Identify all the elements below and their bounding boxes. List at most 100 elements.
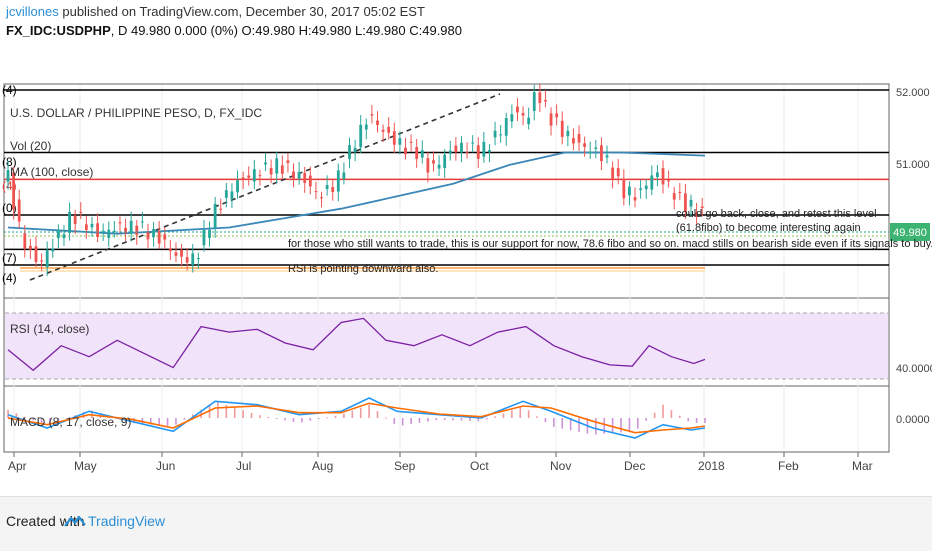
macd-hist-bar: [217, 402, 219, 418]
candle-body: [600, 145, 603, 162]
candle-body: [45, 249, 49, 268]
candle-body: [516, 106, 519, 113]
vol-legend: Vol (20): [10, 139, 51, 153]
chart-title: U.S. DOLLAR / PHILIPPINE PESO, D, FX_IDC: [10, 106, 262, 120]
candle-body: [185, 257, 189, 263]
candle-body: [471, 142, 475, 144]
macd-hist-bar: [401, 418, 404, 426]
macd-hist-bar: [49, 418, 51, 426]
macd-hist-bar: [460, 418, 463, 421]
candle-body: [639, 188, 643, 191]
candle-body: [370, 114, 374, 116]
candle-body: [426, 158, 430, 173]
candle-body: [118, 222, 122, 224]
macd-hist-bar: [427, 418, 429, 422]
candle-body: [101, 230, 105, 232]
candle-body: [415, 147, 419, 159]
candle-body: [689, 199, 693, 207]
symbol-line: FX_IDC:USDPHP, D 49.980 0.000 (0%) O:49.…: [6, 23, 462, 38]
candle-body: [420, 150, 424, 158]
macd-hist-bar: [292, 418, 295, 422]
x-tick-label: May: [74, 459, 97, 473]
candle-body: [17, 199, 21, 222]
candle-body: [202, 229, 206, 246]
candle-body: [376, 120, 379, 126]
candle-body: [544, 99, 547, 102]
x-tick-label: Apr: [8, 459, 27, 473]
candle-body: [236, 180, 239, 193]
candle-body: [628, 186, 631, 196]
macd-hist-bar: [695, 418, 698, 423]
candle-body: [252, 169, 256, 182]
candle-body: [297, 171, 301, 179]
candle-body: [448, 150, 452, 154]
x-tick-label: Aug: [312, 459, 333, 473]
candle-body: [264, 162, 267, 165]
candle-body: [174, 252, 178, 256]
macd-hist-bar: [65, 418, 68, 419]
candle-body: [549, 113, 553, 126]
macd-hist-bar: [435, 418, 438, 421]
ma-legend: MA (100, close): [10, 165, 93, 179]
candle-body: [555, 113, 559, 118]
macd-hist-bar: [595, 418, 597, 435]
macd-hist-bar: [443, 418, 446, 420]
macd-hist-bar: [469, 418, 471, 421]
candle-body: [308, 175, 312, 187]
candle-body: [269, 167, 273, 175]
macd-hist-bar: [225, 404, 228, 418]
macd-hist-bar: [343, 413, 345, 418]
candle-body: [661, 168, 665, 185]
macd-hist-bar: [82, 411, 85, 418]
candle-body: [700, 206, 704, 208]
macd-hist-bar: [149, 418, 152, 425]
macd-hist-bar: [57, 418, 60, 422]
candle-body: [443, 154, 447, 169]
x-tick-label: Mar: [852, 459, 873, 473]
macd-hist-bar: [359, 407, 362, 418]
author-link[interactable]: jcvillones: [6, 4, 59, 19]
candle-body: [62, 234, 66, 239]
macd-hist-bar: [32, 418, 34, 421]
candle-body: [381, 129, 385, 132]
candles: [6, 84, 704, 276]
macd-hist-bar: [452, 418, 454, 421]
candle-body: [510, 114, 514, 122]
macd-hist-bar: [662, 404, 664, 418]
x-tick-label: Oct: [470, 459, 489, 473]
macd-hist-bar: [351, 410, 354, 418]
candle-body: [437, 164, 441, 169]
macd-hist-bar: [7, 409, 9, 418]
annotation-2: (61.8fibo) to become interesting again: [676, 222, 861, 234]
macd-hist-bar: [620, 418, 622, 433]
candle-body: [196, 258, 200, 260]
candle-body: [230, 191, 234, 200]
macd-hist-bar: [611, 418, 614, 434]
candle-body: [588, 151, 592, 154]
candle-body: [404, 147, 407, 155]
tradingview-brand[interactable]: TradingView: [88, 513, 166, 529]
x-axis-ticks: Apr May Jun Jul Aug Sep Oct Nov Dec 2018 Feb Mar: [8, 452, 873, 473]
rsi-line: [7, 317, 706, 372]
macd-hist-bar: [511, 410, 513, 418]
macd-hist-bar: [578, 418, 580, 432]
ma-line: [7, 151, 706, 235]
candle-body: [695, 212, 699, 217]
candle-body: [644, 185, 648, 190]
candle-body: [124, 227, 127, 234]
candle-body: [342, 172, 346, 180]
candle-body: [488, 150, 491, 153]
candle-body: [180, 249, 183, 257]
candle-body: [527, 117, 531, 125]
macd-hist-bar: [553, 418, 555, 427]
macd-hist-bar: [267, 416, 270, 418]
candle-body: [191, 253, 195, 265]
candle-body: [348, 145, 351, 159]
macd-hist-bar: [653, 412, 656, 418]
macd-hist-bar: [259, 415, 261, 418]
price-chart[interactable]: (4)(8)(4)(0)(7)(4) 49.980 52.000 51.000 …: [0, 0, 932, 496]
rsi-band: [5, 313, 888, 379]
candle-body: [359, 124, 363, 148]
macd-hist-bar: [485, 418, 488, 420]
macd-hist-bar: [158, 418, 160, 426]
